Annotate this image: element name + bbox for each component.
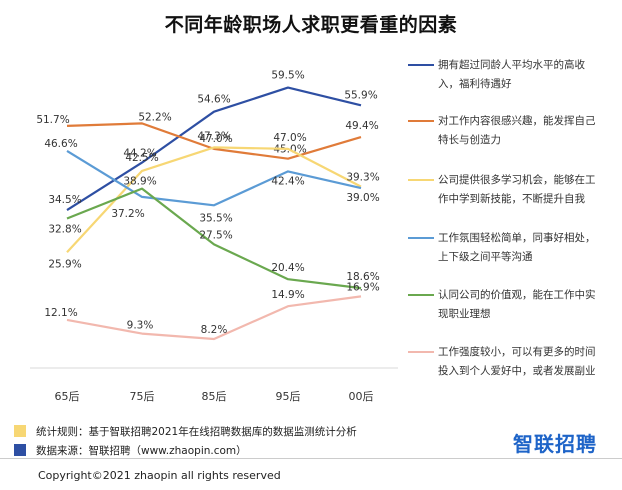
data-label: 47.0%	[273, 132, 306, 144]
legend-label-line: 现职业理想	[438, 308, 491, 320]
x-tick-label: 85后	[202, 390, 227, 403]
data-label: 14.9%	[271, 289, 304, 301]
data-label: 59.5%	[271, 70, 304, 82]
legend-label-line: 入，福利待遇好	[438, 78, 512, 90]
series-line	[66, 149, 362, 207]
data-label: 9.3%	[127, 320, 154, 332]
footnote-source-text: 数据来源：智联招聘（www.zhaopin.com）	[36, 445, 247, 457]
legend-label-line: 拥有超过同龄人平均水平的高收	[438, 59, 585, 71]
data-label: 37.2%	[111, 208, 144, 220]
footnote-rule-text: 统计规则：基于智联招聘2021年在线招聘数据库的数据监测统计分析	[36, 426, 357, 438]
data-label: 55.9%	[344, 89, 377, 101]
data-label: 8.2%	[201, 324, 228, 336]
data-label: 47.3%	[197, 130, 230, 142]
data-label: 51.7%	[36, 114, 69, 126]
legend-swatch-workload	[408, 351, 434, 353]
data-label: 42.4%	[271, 175, 304, 187]
data-label: 38.9%	[123, 176, 156, 188]
footnote-source-swatch	[14, 444, 26, 456]
chart-title: 不同年龄职场人求职更看重的因素	[164, 14, 458, 36]
series-line	[66, 122, 362, 160]
data-label: 27.5%	[199, 229, 232, 241]
data-label: 35.5%	[199, 212, 232, 224]
legend-label-line: 工作强度较小，可以有更多的时间	[438, 346, 596, 358]
legend-swatch-income	[408, 64, 434, 66]
x-tick-label: 00后	[349, 390, 374, 403]
x-tick-label: 65后	[55, 390, 80, 403]
data-label: 12.1%	[44, 307, 77, 319]
data-label: 16.9%	[346, 281, 379, 293]
data-label: 32.8%	[48, 223, 81, 235]
legend-swatch-values	[408, 294, 434, 296]
legend-label-line: 对工作内容很感兴趣，能发挥自己	[438, 115, 596, 127]
data-label: 39.0%	[346, 192, 379, 204]
data-label: 18.6%	[346, 271, 379, 283]
legend-label-line: 认同公司的价值观，能在工作中实	[438, 289, 596, 301]
data-label: 46.6%	[44, 138, 77, 150]
data-label: 34.5%	[48, 194, 81, 206]
data-label: 20.4%	[271, 262, 304, 274]
legend-label-line: 作中学到新技能，不断提升自我	[438, 193, 585, 205]
legend-label-line: 公司提供很多学习机会，能够在工	[438, 174, 596, 186]
brand-logo: 智联招聘	[513, 432, 597, 456]
legend-swatch-learning	[408, 179, 434, 181]
footer-divider	[0, 458, 622, 459]
series-line	[66, 295, 362, 341]
legend-label-line: 上下级之间平等沟通	[438, 251, 533, 263]
legend-label-line: 特长与创造力	[438, 134, 501, 146]
footnote-rule-swatch	[14, 425, 26, 437]
series-line	[66, 86, 362, 212]
x-tick-label: 95后	[276, 390, 301, 403]
x-tick-label: 75后	[130, 390, 155, 403]
data-label: 52.2%	[138, 111, 171, 123]
data-label: 54.6%	[197, 94, 230, 106]
legend-label-line: 投入到个人爱好中，或者发展副业	[438, 365, 596, 377]
legend-swatch-atmosphere	[408, 237, 434, 239]
data-label: 44.2%	[123, 148, 156, 160]
copyright-text: Copyright©2021 zhaopin all rights reserv…	[38, 469, 281, 482]
data-label: 39.3%	[346, 172, 379, 184]
legend-swatch-interest	[408, 120, 434, 122]
legend-label-line: 工作氛围轻松简单，同事好相处，	[438, 232, 596, 244]
data-label: 25.9%	[48, 258, 81, 270]
data-label: 49.4%	[345, 120, 378, 132]
series-line	[66, 187, 362, 290]
data-label: 42.5%	[125, 152, 158, 164]
data-label: 47.0%	[199, 133, 232, 145]
